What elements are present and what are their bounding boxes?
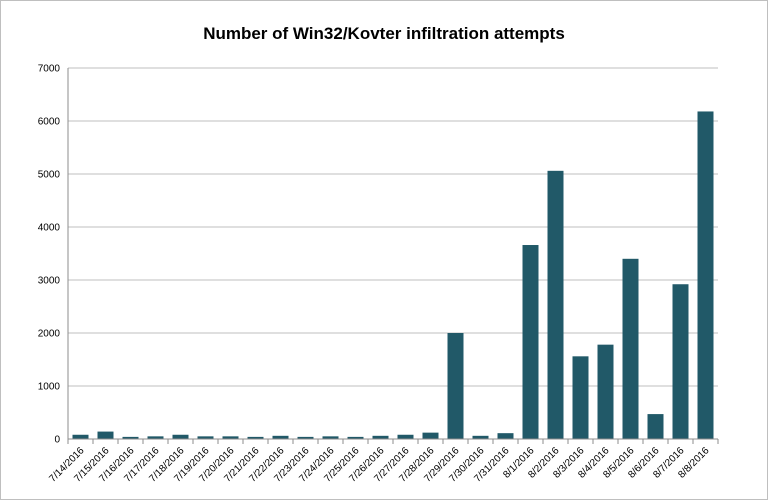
- bar: [447, 333, 464, 439]
- y-axis-ticks: 0 1000 2000 3000 4000 5000 6000 7000: [38, 64, 61, 446]
- bar: [72, 434, 89, 439]
- bar: [572, 356, 589, 439]
- bar: [397, 434, 414, 439]
- y-tick-label: 0: [54, 435, 60, 446]
- y-tick-label: 7000: [38, 64, 61, 75]
- y-tick-label: 6000: [38, 117, 61, 128]
- bar: [422, 432, 439, 439]
- bar: [247, 436, 264, 439]
- x-axis-ticks: 7/14/20167/15/20167/16/20167/17/20167/18…: [47, 445, 712, 485]
- bar: [272, 435, 289, 439]
- bar: [547, 170, 564, 439]
- bar: [647, 414, 664, 439]
- y-tick-label: 3000: [38, 276, 61, 287]
- y-tick-label: 2000: [38, 329, 61, 340]
- bar: [297, 436, 314, 439]
- bars: [72, 111, 714, 440]
- y-tick-label: 4000: [38, 223, 61, 234]
- y-tick-label: 5000: [38, 170, 61, 181]
- bar: [522, 245, 539, 439]
- gridlines: [68, 67, 718, 387]
- bar: [622, 258, 639, 439]
- bar: [497, 433, 514, 439]
- axes: [67, 68, 719, 444]
- chart-title: Number of Win32/Kovter infiltration atte…: [203, 24, 565, 43]
- bar: [172, 434, 189, 439]
- bar: [372, 435, 389, 439]
- bar: [347, 436, 364, 439]
- bar: [197, 436, 214, 439]
- bar: [222, 436, 239, 439]
- y-tick-label: 1000: [38, 382, 61, 393]
- bar: [122, 436, 139, 439]
- bar: [697, 111, 714, 440]
- bar: [472, 435, 489, 439]
- bar: [322, 436, 339, 439]
- bar: [147, 436, 164, 439]
- bar: [597, 344, 614, 439]
- bar: [672, 284, 689, 439]
- bar: [97, 431, 114, 439]
